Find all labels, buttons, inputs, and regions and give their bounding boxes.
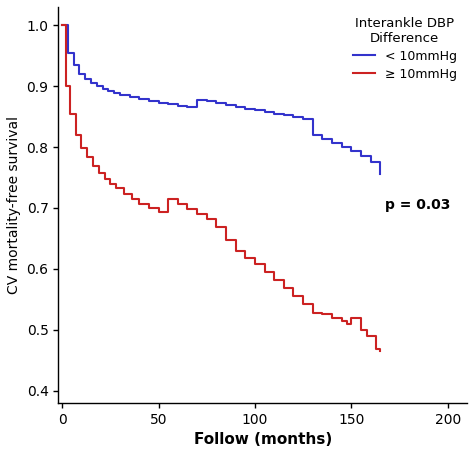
Legend: < 10mmHg, ≥ 10mmHg: < 10mmHg, ≥ 10mmHg	[349, 13, 461, 85]
Y-axis label: CV mortality-free survival: CV mortality-free survival	[7, 116, 21, 294]
X-axis label: Follow (months): Follow (months)	[193, 432, 332, 447]
Text: p = 0.03: p = 0.03	[385, 198, 451, 212]
